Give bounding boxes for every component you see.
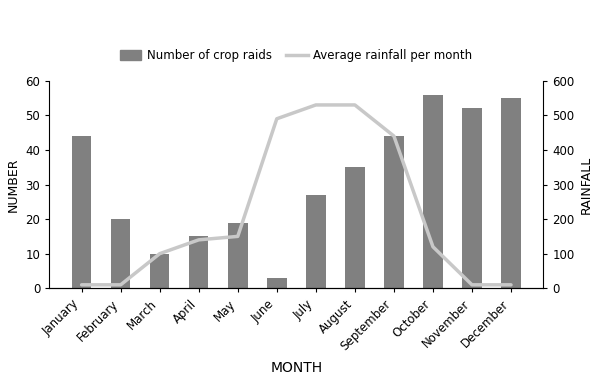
Bar (72, 136, 91, 288)
Bar (462, 108, 482, 288)
Bar (267, 278, 287, 288)
Bar (384, 136, 404, 288)
Bar (228, 223, 248, 288)
Bar (345, 167, 365, 288)
Bar (111, 219, 130, 288)
Bar (423, 95, 443, 288)
Y-axis label: NUMBER: NUMBER (7, 157, 20, 212)
Bar (189, 236, 208, 288)
Bar (150, 254, 169, 288)
Bar (501, 98, 521, 288)
X-axis label: MONTH: MONTH (270, 361, 322, 375)
Y-axis label: RAINFALL: RAINFALL (580, 155, 593, 214)
Bar (306, 195, 326, 288)
Legend: Number of crop raids, Average rainfall per month: Number of crop raids, Average rainfall p… (120, 49, 473, 62)
